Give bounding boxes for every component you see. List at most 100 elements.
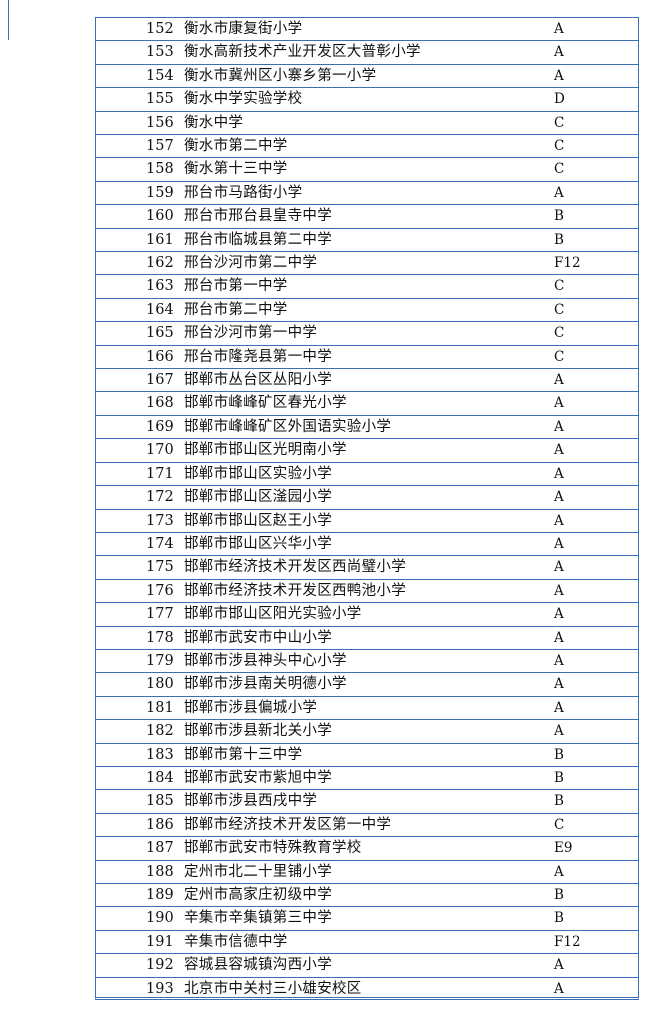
table-row: 193 北京市中关村三小雄安校区 A (96, 976, 638, 1000)
row-number: 164 (146, 301, 174, 318)
row-number: 184 (146, 769, 174, 786)
table-row: 160 邢台市邢台县皇寺中学 B (96, 204, 638, 227)
school-name: 邢台市马路街小学 (184, 184, 303, 201)
school-name: 邢台沙河市第二中学 (184, 255, 318, 272)
school-name: 衡水中学 (184, 114, 244, 131)
row-number: 178 (146, 629, 174, 646)
school-name: 辛集市信德中学 (184, 933, 288, 950)
table-row: 186 邯郸市经济技术开发区第一中学 C (96, 812, 638, 836)
row-number: 175 (146, 559, 174, 576)
grade: B (554, 793, 564, 810)
grade: C (554, 161, 565, 178)
grade: C (554, 138, 565, 155)
school-name: 邯郸市武安市特殊教育学校 (184, 840, 362, 857)
grade: D (554, 91, 565, 108)
school-name: 邯郸市涉县偏城小学 (184, 699, 318, 716)
row-number: 179 (146, 652, 174, 669)
table-row: 176 邯郸市经济技术开发区西鸭池小学 A (96, 578, 638, 602)
table-row: 187 邯郸市武安市特殊教育学校 E9 (96, 836, 638, 859)
school-name: 邯郸市峰峰矿区春光小学 (184, 395, 347, 412)
row-number: 153 (146, 44, 174, 61)
row-number: 181 (146, 699, 174, 716)
table-row: 159 邢台市马路街小学 A (96, 180, 638, 204)
table-row: 188 定州市北二十里铺小学 A (96, 859, 638, 883)
row-number: 162 (146, 255, 174, 272)
school-name: 邯郸市武安市中山小学 (184, 629, 332, 646)
school-name: 辛集市辛集镇第三中学 (184, 910, 332, 927)
grade: A (554, 67, 564, 84)
table-row: 180 邯郸市涉县南关明德小学 A (96, 672, 638, 695)
school-name: 衡水中学实验学校 (184, 91, 303, 108)
table-row: 178 邯郸市武安市中山小学 A (96, 625, 638, 649)
school-name: 邢台市隆尧县第一中学 (184, 348, 332, 365)
row-number: 152 (146, 21, 174, 37)
table-row: 181 邯郸市涉县偏城小学 A (96, 695, 638, 719)
school-name: 衡水市第二中学 (184, 138, 288, 155)
row-number: 173 (146, 512, 174, 529)
school-name: 邯郸市武安市紫旭中学 (184, 769, 332, 786)
grade: A (554, 395, 564, 412)
grade: A (554, 465, 564, 482)
table-row: 184 邯郸市武安市紫旭中学 B (96, 765, 638, 789)
school-name: 邯郸市经济技术开发区西尚璧小学 (184, 559, 406, 576)
grade: A (554, 957, 564, 974)
row-number: 187 (146, 840, 174, 857)
table-row: 163 邢台市第一中学 C (96, 274, 638, 297)
table-row: 183 邯郸市第十三中学 B (96, 742, 638, 766)
table-row: 156 衡水中学 C (96, 110, 638, 134)
row-number: 154 (146, 67, 174, 84)
row-number: 171 (146, 465, 174, 482)
table-row: 165 邢台沙河市第一中学 C (96, 321, 638, 344)
table-row: 155 衡水中学实验学校 D (96, 87, 638, 110)
grade: C (554, 114, 565, 131)
grade: A (554, 372, 564, 389)
table-row: 164 邢台市第二中学 C (96, 297, 638, 321)
grade: C (554, 816, 565, 833)
row-number: 191 (146, 933, 174, 950)
grade: B (554, 208, 564, 225)
school-name: 邯郸市涉县神头中心小学 (184, 652, 347, 669)
school-name: 邯郸市邯山区阳光实验小学 (184, 606, 362, 623)
row-number: 161 (146, 231, 174, 248)
row-number: 168 (146, 395, 174, 412)
row-number: 193 (146, 980, 174, 997)
row-number: 165 (146, 325, 174, 342)
row-number: 159 (146, 184, 174, 201)
row-number: 189 (146, 886, 174, 903)
grade: A (554, 559, 564, 576)
table-row: 185 邯郸市涉县西戌中学 B (96, 789, 638, 812)
grade: A (554, 582, 564, 599)
school-name: 容城县容城镇沟西小学 (184, 957, 332, 974)
grade: A (554, 535, 564, 552)
grade: A (554, 606, 564, 623)
grade: A (554, 863, 564, 880)
row-number: 188 (146, 863, 174, 880)
school-name: 衡水第十三中学 (184, 161, 288, 178)
row-number: 182 (146, 723, 174, 740)
table-row: 172 邯郸市邯山区滏园小学 A (96, 485, 638, 508)
table: 152 衡水市康复街小学 A 153 衡水高新技术产业开发区大普彰小学 A 154 衡水市冀州… (95, 17, 639, 1000)
row-number: 160 (146, 208, 174, 225)
table-row: 169 邯郸市峰峰矿区外国语实验小学 A (96, 414, 638, 438)
grade: A (554, 699, 564, 716)
school-name: 定州市高家庄初级中学 (184, 886, 332, 903)
row-number: 174 (146, 535, 174, 552)
table-row: 179 邯郸市涉县神头中心小学 A (96, 648, 638, 672)
school-name: 邯郸市峰峰矿区外国语实验小学 (184, 418, 392, 435)
left-rule (8, 0, 9, 40)
row-number: 166 (146, 348, 174, 365)
school-name: 邯郸市丛台区丛阳小学 (184, 372, 332, 389)
table-row: 152 衡水市康复街小学 A (96, 17, 638, 40)
table-row: 191 辛集市信德中学 F12 (96, 929, 638, 953)
table-row: 173 邯郸市邯山区赵王小学 A (96, 508, 638, 532)
table-row: 175 邯郸市经济技术开发区西尚璧小学 A (96, 555, 638, 578)
school-name: 邯郸市经济技术开发区第一中学 (184, 816, 392, 833)
row-number: 183 (146, 746, 174, 763)
school-name: 邯郸市涉县南关明德小学 (184, 676, 347, 693)
grade: A (554, 184, 564, 201)
row-number: 156 (146, 114, 174, 131)
school-name: 邯郸市邯山区光明南小学 (184, 442, 347, 459)
school-name: 邯郸市经济技术开发区西鸭池小学 (184, 582, 406, 599)
school-name: 邢台市临城县第二中学 (184, 231, 332, 248)
